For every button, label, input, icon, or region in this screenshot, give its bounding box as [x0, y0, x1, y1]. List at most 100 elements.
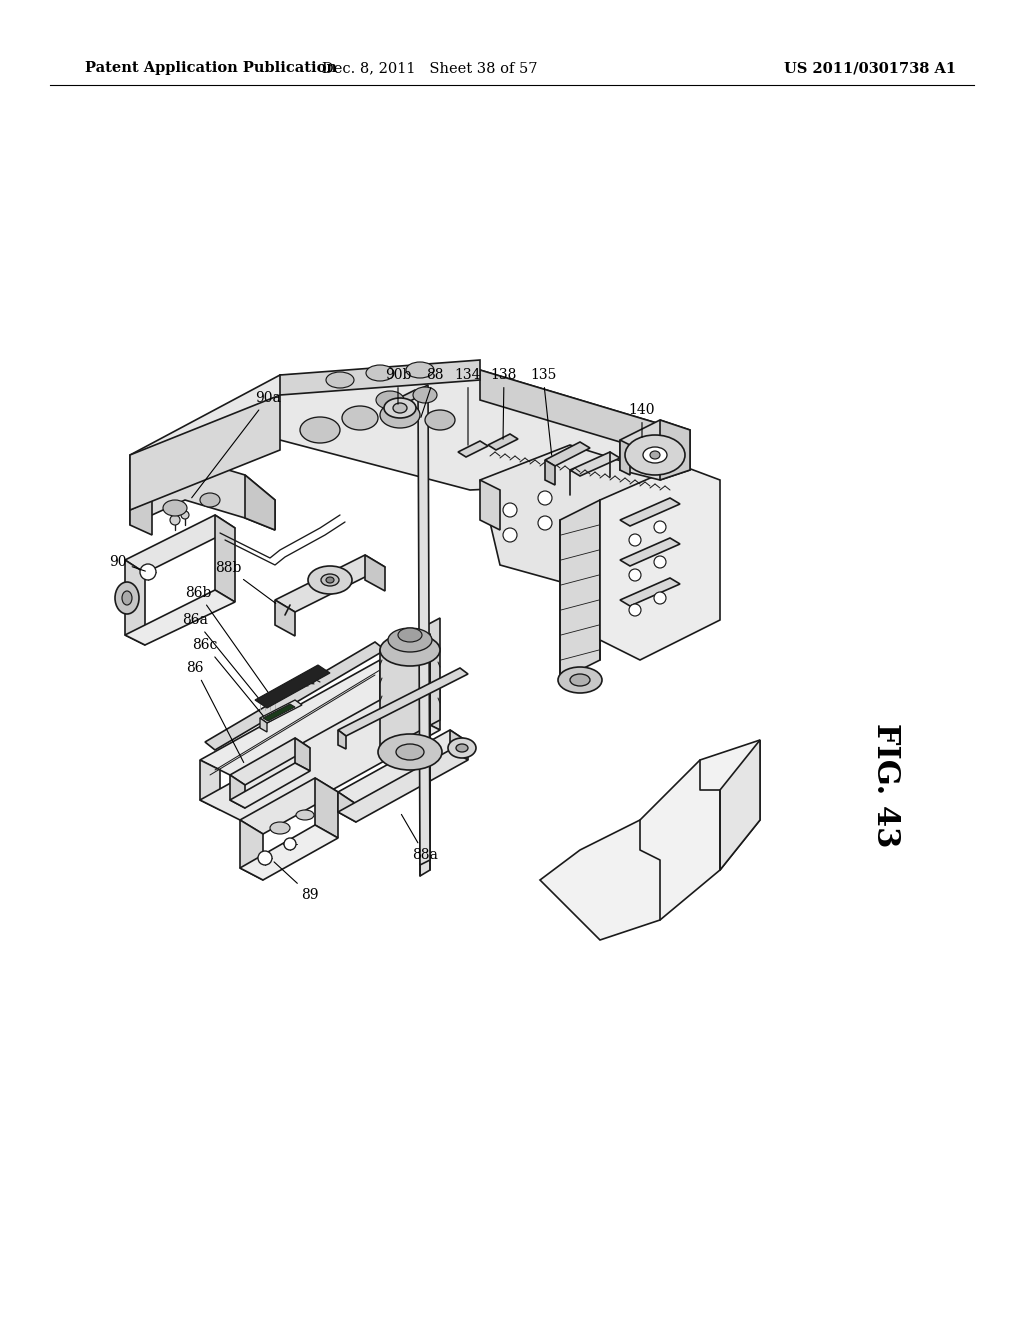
- Text: 86: 86: [186, 661, 244, 763]
- Polygon shape: [650, 470, 680, 560]
- Polygon shape: [620, 578, 680, 606]
- Polygon shape: [230, 738, 310, 785]
- Circle shape: [140, 564, 156, 579]
- Text: 89: 89: [274, 862, 318, 902]
- Ellipse shape: [396, 744, 424, 760]
- Polygon shape: [275, 554, 385, 612]
- Text: 140: 140: [629, 403, 655, 437]
- Polygon shape: [620, 440, 630, 475]
- Circle shape: [654, 556, 666, 568]
- Polygon shape: [418, 385, 430, 865]
- Polygon shape: [420, 634, 430, 876]
- Ellipse shape: [326, 372, 354, 388]
- Text: 138: 138: [490, 368, 517, 440]
- Polygon shape: [720, 741, 760, 870]
- Polygon shape: [545, 442, 590, 466]
- Polygon shape: [125, 515, 234, 573]
- Text: 88a: 88a: [401, 814, 438, 862]
- Polygon shape: [200, 700, 440, 830]
- Polygon shape: [338, 750, 468, 822]
- Circle shape: [503, 503, 517, 517]
- Polygon shape: [560, 500, 600, 680]
- Ellipse shape: [393, 403, 407, 413]
- Ellipse shape: [300, 417, 340, 444]
- Polygon shape: [450, 730, 468, 760]
- Polygon shape: [245, 475, 275, 531]
- Circle shape: [654, 521, 666, 533]
- Text: 86c: 86c: [193, 638, 263, 715]
- Polygon shape: [480, 370, 680, 459]
- Polygon shape: [295, 738, 310, 771]
- Polygon shape: [263, 704, 295, 721]
- Polygon shape: [458, 441, 488, 457]
- Circle shape: [284, 838, 296, 850]
- Polygon shape: [255, 665, 330, 708]
- Ellipse shape: [200, 492, 220, 507]
- Polygon shape: [260, 718, 267, 733]
- Circle shape: [170, 515, 180, 525]
- Polygon shape: [540, 741, 760, 940]
- Ellipse shape: [456, 744, 468, 752]
- Polygon shape: [338, 730, 346, 748]
- Polygon shape: [380, 618, 440, 752]
- Polygon shape: [125, 590, 234, 645]
- Polygon shape: [130, 457, 275, 531]
- Ellipse shape: [308, 566, 352, 594]
- Polygon shape: [620, 498, 680, 525]
- Ellipse shape: [163, 500, 187, 516]
- Polygon shape: [480, 480, 500, 531]
- Ellipse shape: [643, 447, 667, 463]
- Polygon shape: [385, 405, 392, 422]
- Polygon shape: [620, 420, 690, 480]
- Ellipse shape: [326, 577, 334, 583]
- Ellipse shape: [296, 810, 314, 820]
- Polygon shape: [215, 515, 234, 602]
- Ellipse shape: [342, 407, 378, 430]
- Circle shape: [538, 491, 552, 506]
- Polygon shape: [130, 370, 680, 510]
- Circle shape: [629, 605, 641, 616]
- Polygon shape: [545, 459, 555, 484]
- Polygon shape: [385, 389, 422, 411]
- Text: 134: 134: [455, 368, 481, 445]
- Polygon shape: [488, 434, 518, 450]
- Ellipse shape: [398, 628, 422, 642]
- Text: 90a: 90a: [191, 391, 281, 498]
- Text: 86a: 86a: [182, 612, 258, 698]
- Ellipse shape: [625, 436, 685, 475]
- Polygon shape: [130, 484, 152, 535]
- Circle shape: [258, 851, 272, 865]
- Polygon shape: [480, 445, 680, 590]
- Circle shape: [538, 516, 552, 531]
- Polygon shape: [600, 465, 720, 660]
- Polygon shape: [260, 700, 302, 723]
- Circle shape: [654, 591, 666, 605]
- Circle shape: [629, 535, 641, 546]
- Polygon shape: [240, 825, 338, 880]
- Polygon shape: [200, 760, 220, 810]
- Ellipse shape: [650, 451, 660, 459]
- Ellipse shape: [366, 366, 394, 381]
- Text: 86b: 86b: [184, 586, 268, 693]
- Ellipse shape: [378, 734, 442, 770]
- Polygon shape: [130, 395, 280, 510]
- Ellipse shape: [413, 387, 437, 403]
- Text: 88: 88: [421, 368, 443, 417]
- Ellipse shape: [406, 362, 434, 378]
- Polygon shape: [380, 660, 440, 730]
- Ellipse shape: [388, 628, 432, 652]
- Polygon shape: [365, 554, 385, 591]
- Polygon shape: [200, 660, 440, 789]
- Text: 88b: 88b: [215, 561, 275, 603]
- Polygon shape: [338, 668, 468, 737]
- Polygon shape: [338, 730, 468, 804]
- Polygon shape: [280, 360, 480, 395]
- Polygon shape: [205, 642, 385, 750]
- Ellipse shape: [321, 574, 339, 586]
- Ellipse shape: [570, 675, 590, 686]
- Ellipse shape: [376, 391, 404, 409]
- Polygon shape: [338, 792, 356, 822]
- Text: 90b: 90b: [385, 368, 412, 404]
- Polygon shape: [570, 451, 620, 477]
- Circle shape: [629, 569, 641, 581]
